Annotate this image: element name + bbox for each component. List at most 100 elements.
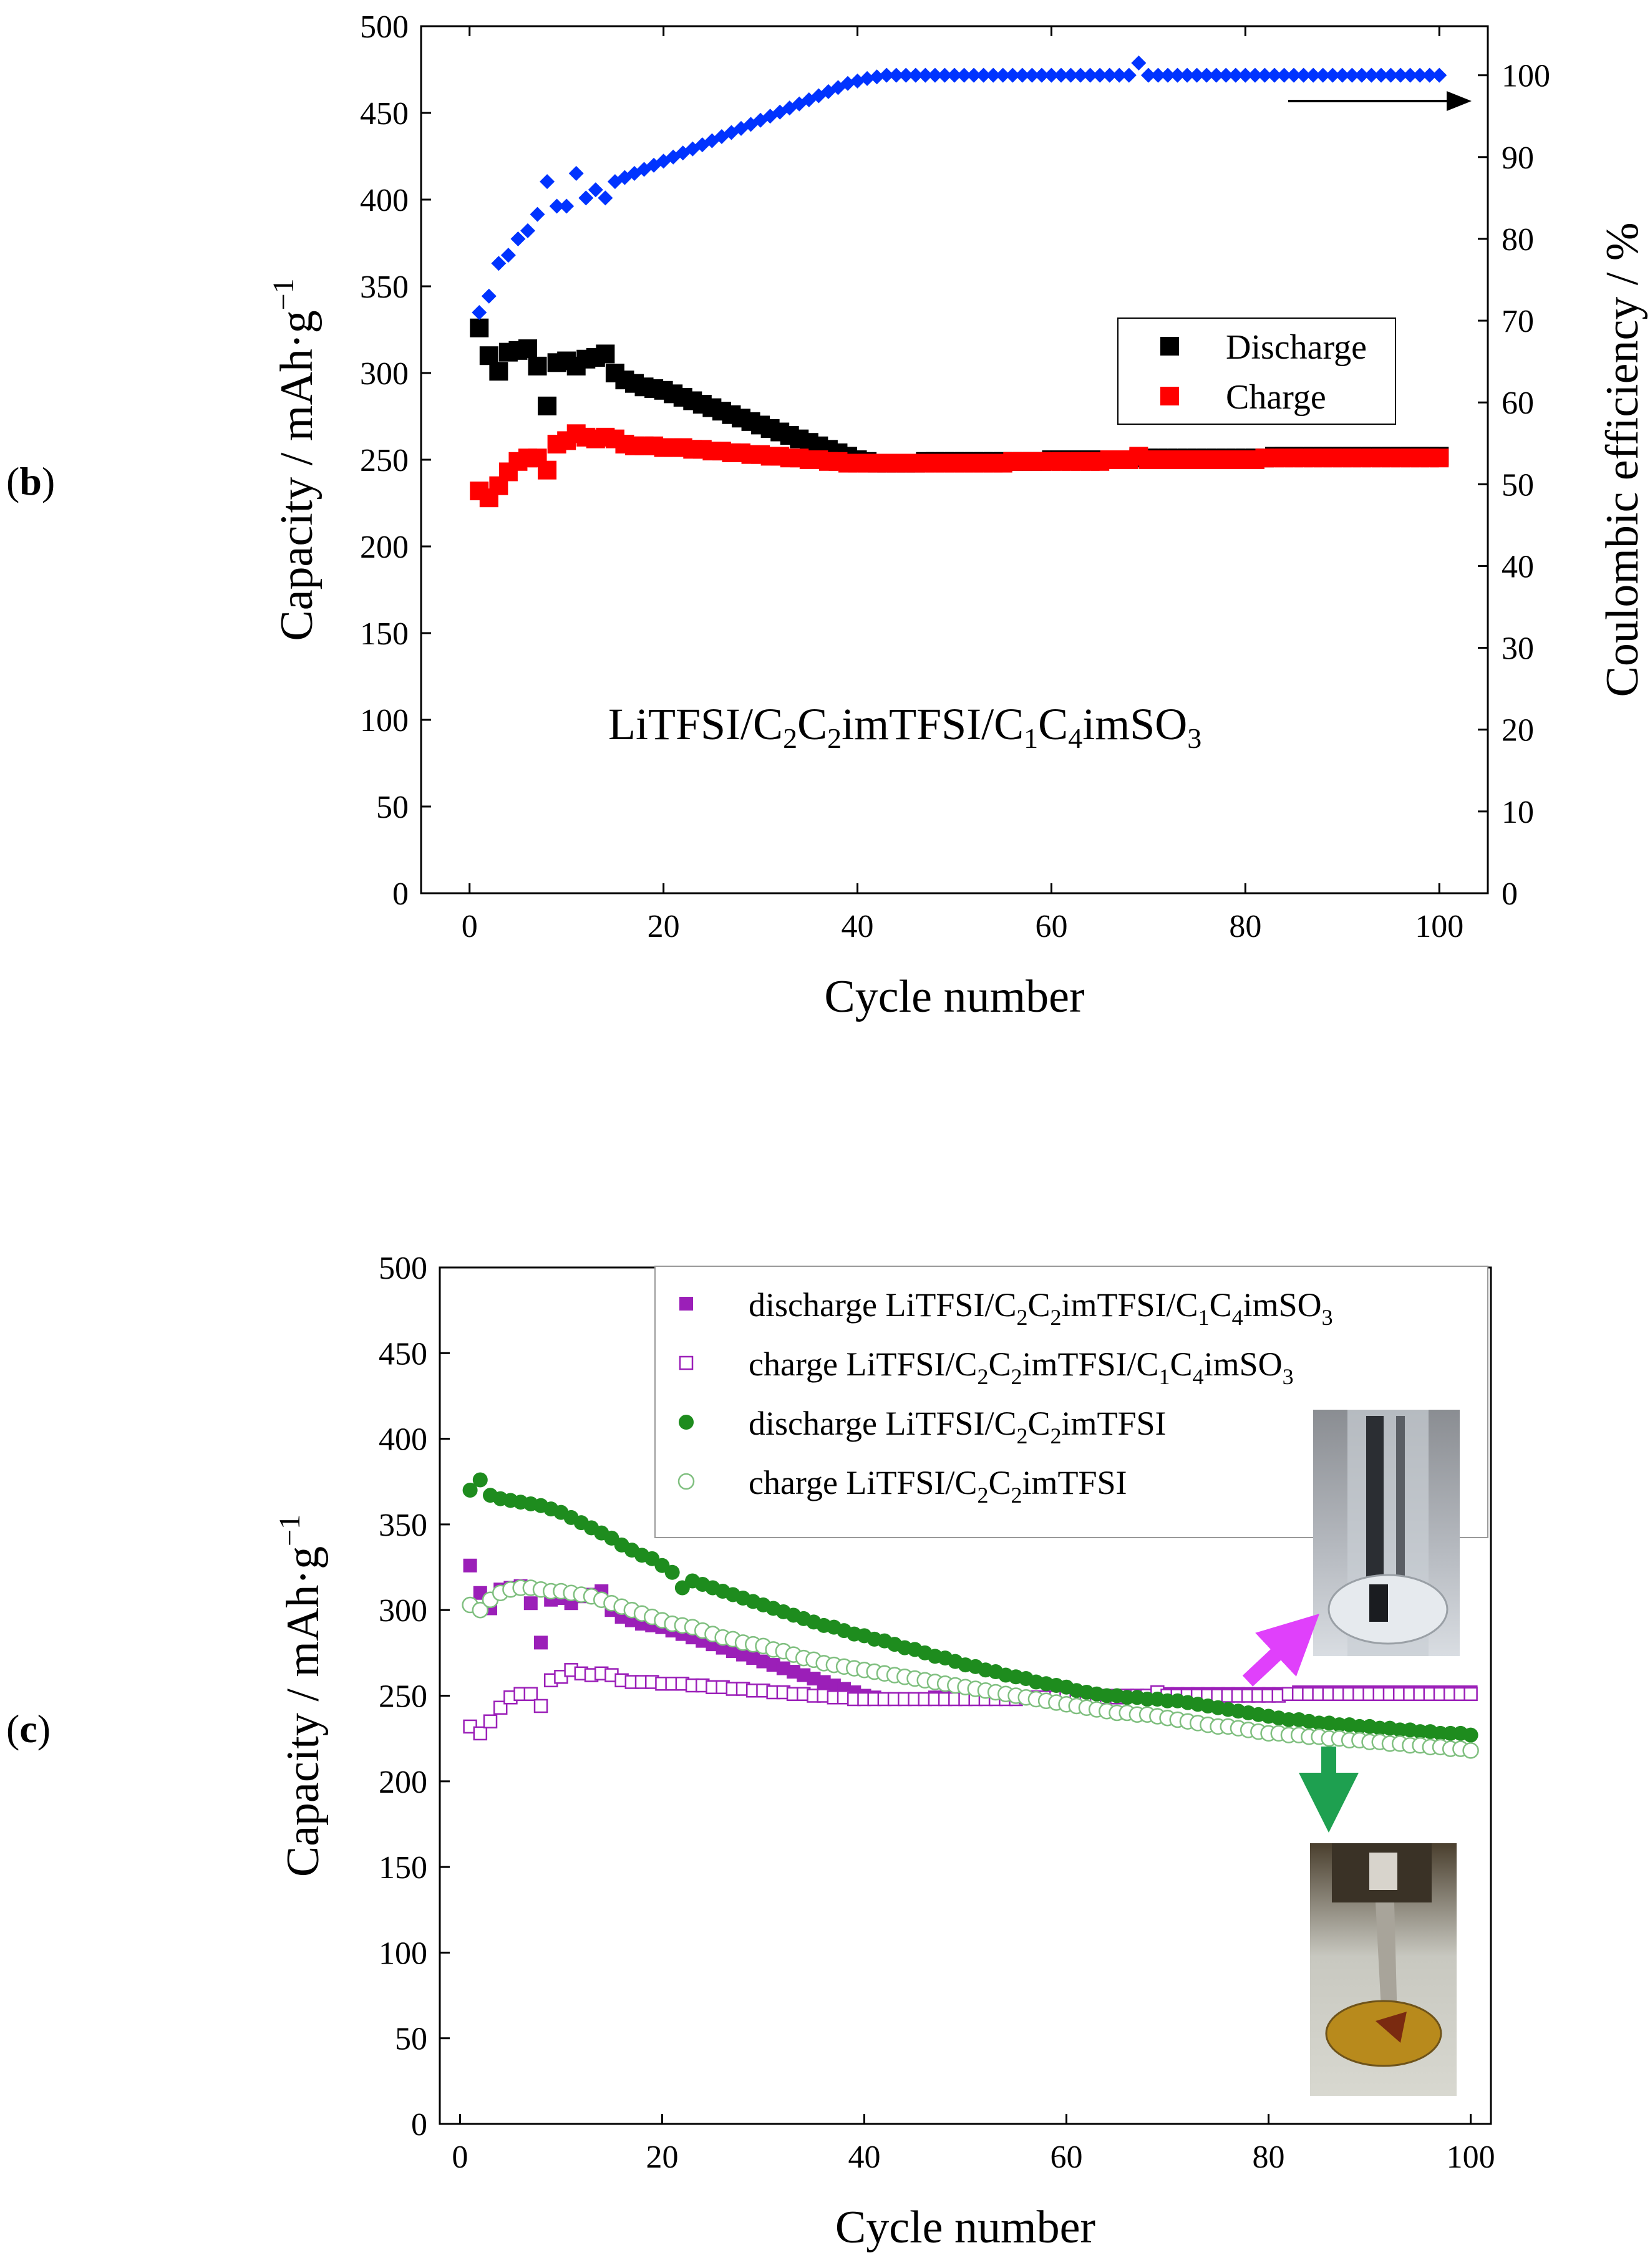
data-point (578, 190, 594, 206)
text-part: C (1038, 699, 1068, 749)
data-point (1102, 67, 1117, 83)
y-tick-label: 200 (360, 530, 409, 565)
data-point (1189, 67, 1205, 83)
y-tick-label: 350 (379, 1508, 427, 1543)
data-point (1228, 67, 1243, 83)
text-part: charge LiTFSI/C (749, 1464, 977, 1501)
legend-c: discharge LiTFSI/C2C2imTFSI/C1C4imSO3cha… (654, 1266, 1488, 1538)
data-point (1334, 67, 1350, 83)
text-part: C (1027, 1405, 1050, 1442)
data-point (518, 339, 537, 359)
data-point (568, 166, 584, 182)
x-tick-label: 100 (1415, 909, 1463, 944)
photo-yellow-electrolyte (1310, 1843, 1457, 2096)
text-part: C (988, 1464, 1011, 1501)
subscript: 2 (1011, 1364, 1022, 1389)
data-point (1463, 1727, 1478, 1743)
data-point (1383, 67, 1399, 83)
data-point (1112, 67, 1127, 83)
y2-tick-label: 30 (1502, 631, 1534, 667)
data-point (1364, 67, 1379, 83)
y2-tick-label: 80 (1502, 222, 1534, 258)
data-point (1054, 67, 1069, 83)
text-part: C (1170, 1345, 1193, 1383)
data-point (888, 67, 904, 83)
subscript: 2 (977, 1364, 988, 1389)
y-tick-label: 150 (379, 1850, 427, 1886)
x-tick-label: 20 (646, 2140, 678, 2175)
series-charge (470, 424, 1449, 508)
panel-c-label: (c) (6, 1707, 51, 1751)
y2-tick-label: 70 (1502, 304, 1534, 339)
text-part: imTFSI (1062, 1405, 1167, 1442)
x-tick-label: 80 (1253, 2140, 1285, 2175)
y-tick-label: 100 (360, 703, 409, 739)
y-tick-label: 300 (360, 356, 409, 392)
y2-tick-label: 50 (1502, 467, 1534, 503)
y-tick-label: 400 (360, 183, 409, 218)
data-point (1276, 67, 1292, 83)
data-point (1344, 67, 1360, 83)
legend-marker (679, 1297, 693, 1311)
data-point (510, 231, 526, 246)
photo-electrode (1396, 1416, 1405, 1616)
y2-tick-label: 10 (1502, 795, 1534, 830)
data-point (523, 1687, 538, 1702)
y-axis-label-main: Capacity / mAh·g (271, 310, 323, 641)
legend-marker (677, 1473, 695, 1490)
text-part: charge LiTFSI/C (749, 1345, 977, 1383)
data-point (1354, 67, 1369, 83)
data-point (927, 67, 943, 83)
y2-axis-label: Coulombic efficiency / % (1597, 222, 1648, 697)
y-axis-label: Capacity / mAh·g−1 (267, 278, 323, 641)
data-point (1034, 67, 1049, 83)
x-tick-label: 0 (452, 2140, 468, 2175)
data-point (1199, 67, 1215, 83)
legend-b: Discharge Charge (1117, 317, 1396, 425)
data-point (1160, 67, 1175, 83)
legend-label: Discharge (1226, 328, 1367, 367)
data-point (1180, 67, 1195, 83)
y-axis-label-sup: −1 (267, 278, 300, 310)
subscript: 2 (1051, 1305, 1062, 1330)
y-axis-label-main: Capacity / mAh·g (278, 1546, 329, 1877)
data-point (1402, 67, 1418, 83)
data-point (995, 67, 1011, 83)
data-point (1432, 67, 1447, 83)
subscript: 2 (1016, 1305, 1027, 1330)
x-tick-label: 20 (648, 909, 680, 944)
data-point (1082, 67, 1098, 83)
y-tick-label: 250 (379, 1679, 427, 1715)
data-point (538, 396, 557, 415)
y2-tick-label: 90 (1502, 140, 1534, 176)
x-tick-label: 80 (1229, 909, 1261, 944)
subscript: 4 (1232, 1305, 1243, 1330)
data-point (1462, 1742, 1479, 1759)
data-point (530, 206, 545, 222)
panel-b-letter: b (19, 459, 42, 503)
text-part: C (1027, 1286, 1050, 1324)
x-tick-label: 0 (462, 909, 478, 944)
data-point (1092, 67, 1108, 83)
data-point (1463, 1687, 1478, 1702)
data-point (1315, 67, 1331, 83)
subscript: 1 (1024, 722, 1038, 754)
data-point (947, 67, 962, 83)
x-axis-label: Cycle number (824, 971, 1084, 1022)
subscript: 3 (1187, 722, 1201, 754)
y-axis-label: Capacity / mAh·g−1 (273, 1514, 329, 1877)
y-tick-label: 500 (379, 1251, 427, 1286)
text-part: C (797, 699, 827, 749)
data-point (1121, 67, 1137, 83)
data-point (470, 318, 489, 337)
data-point (1150, 67, 1166, 83)
data-point (1325, 67, 1341, 83)
y-tick-label: 450 (379, 1336, 427, 1372)
series-coulombic-efficiency (472, 56, 1447, 320)
y-tick-label: 150 (360, 616, 409, 652)
photo-electrode-tip (1376, 2012, 1407, 2043)
text-part: imTFSI/C (1022, 1345, 1158, 1383)
x-tick-label: 60 (1051, 2140, 1083, 2175)
data-point (549, 198, 565, 214)
y2-tick-label: 40 (1502, 549, 1534, 584)
